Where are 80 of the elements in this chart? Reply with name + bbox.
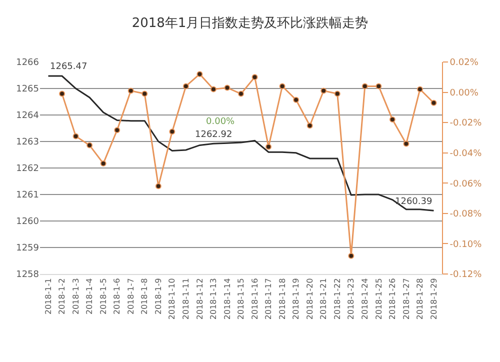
y2-tick-label: -0.10%	[450, 240, 482, 250]
point	[128, 88, 134, 94]
point	[252, 74, 258, 80]
y2-tick-label: 0.02%	[450, 58, 479, 68]
y2-tick-label: -0.04%	[450, 149, 482, 160]
point	[430, 100, 437, 106]
x-tick-label: 2018-1-11	[182, 278, 191, 320]
x-tick-label: 2018-1-15	[236, 278, 246, 320]
y-tick-label: 1260	[16, 217, 40, 228]
point	[169, 128, 176, 135]
x-tick-label: 2018-1-5	[98, 278, 108, 315]
y2-tick-label: 0.00%	[450, 88, 479, 98]
x-tick-label: 2018-1-16	[250, 278, 260, 320]
point	[334, 90, 340, 97]
annotation: 1262.92	[195, 130, 232, 140]
y2-tick-label: -0.12%	[450, 270, 482, 280]
point	[376, 83, 382, 90]
point	[142, 90, 148, 97]
point	[100, 160, 106, 166]
point	[155, 183, 162, 190]
line-series	[48, 75, 434, 212]
x-tick-label: 2018-1-8	[140, 278, 150, 315]
x-tick-label: 2018-1-25	[374, 278, 384, 320]
point	[389, 116, 396, 123]
point	[196, 71, 203, 78]
x-tick-label: 2018-1-10	[168, 278, 177, 320]
y-tick-label: 1258	[16, 270, 40, 280]
x-tick-label: 2018-1-19	[292, 278, 301, 320]
x-tick-label: 2018-1-6	[112, 278, 122, 315]
point	[362, 83, 368, 90]
y-tick-label: 1265	[16, 84, 39, 95]
x-tick-label: 2018-1-4	[85, 278, 94, 315]
x-tick-label: 2018-1-20	[305, 278, 314, 320]
point	[403, 140, 410, 147]
x-tick-label: 2018-1-17	[264, 278, 274, 320]
x-tick-label: 2018-1-24	[360, 278, 370, 320]
x-tick-label: 2018-1-18	[278, 278, 287, 320]
x-tick-label: 2018-1-23	[346, 278, 356, 320]
x-tick-label: 2018-1-7	[126, 278, 136, 315]
x-tick-label: 2018-1-22	[332, 278, 342, 320]
y2-tick-label: -0.08%	[450, 210, 482, 220]
y-tick-label: 1262	[16, 164, 39, 174]
chart-title: 2018年1月日指数走势及环比涨跌幅走势	[132, 16, 368, 32]
annotation: 1260.39	[395, 197, 432, 207]
point	[320, 88, 327, 94]
point	[266, 144, 272, 150]
x-tick-label: 2018-1-2	[58, 278, 67, 315]
y2-tick-label: -0.02%	[450, 118, 482, 129]
point	[224, 84, 230, 91]
point	[279, 83, 286, 90]
annotation: 0.00%	[206, 117, 236, 127]
y-tick-label: 1263	[16, 138, 39, 148]
y-tick-label: 1264	[16, 111, 40, 122]
x-tick-label: 2018-1-28	[416, 278, 425, 320]
point	[210, 86, 216, 92]
x-tick-label: 2018-1-21	[319, 278, 328, 320]
point	[114, 127, 120, 134]
x-tick-label: 2018-1-3	[71, 278, 80, 315]
y-tick-label: 1266	[16, 58, 40, 68]
x-tick-label: 2018-1-13	[209, 278, 218, 320]
point	[238, 90, 244, 97]
point	[348, 252, 354, 259]
point	[86, 142, 93, 148]
x-tick-label: 2018-1-1	[44, 278, 53, 315]
point	[59, 90, 66, 97]
point	[182, 83, 189, 90]
x-tick-label: 2018-1-9	[154, 278, 163, 315]
x-tick-label: 2018-1-14	[222, 278, 232, 320]
annotation: 1265.47	[50, 62, 88, 72]
y-tick-label: 1259	[16, 244, 40, 254]
y-tick-label: 1261	[16, 190, 39, 201]
y2-tick-label: -0.06%	[450, 179, 482, 190]
x-tick-label: 2018-1-12	[195, 278, 204, 320]
point	[306, 122, 313, 129]
x-tick-label: 2018-1-26	[388, 278, 398, 320]
point	[293, 96, 300, 103]
x-tick-label: 2018-1-27	[402, 278, 411, 320]
x-tick-label: 2018-1-29	[429, 278, 438, 320]
point	[416, 86, 423, 92]
point	[72, 133, 79, 140]
